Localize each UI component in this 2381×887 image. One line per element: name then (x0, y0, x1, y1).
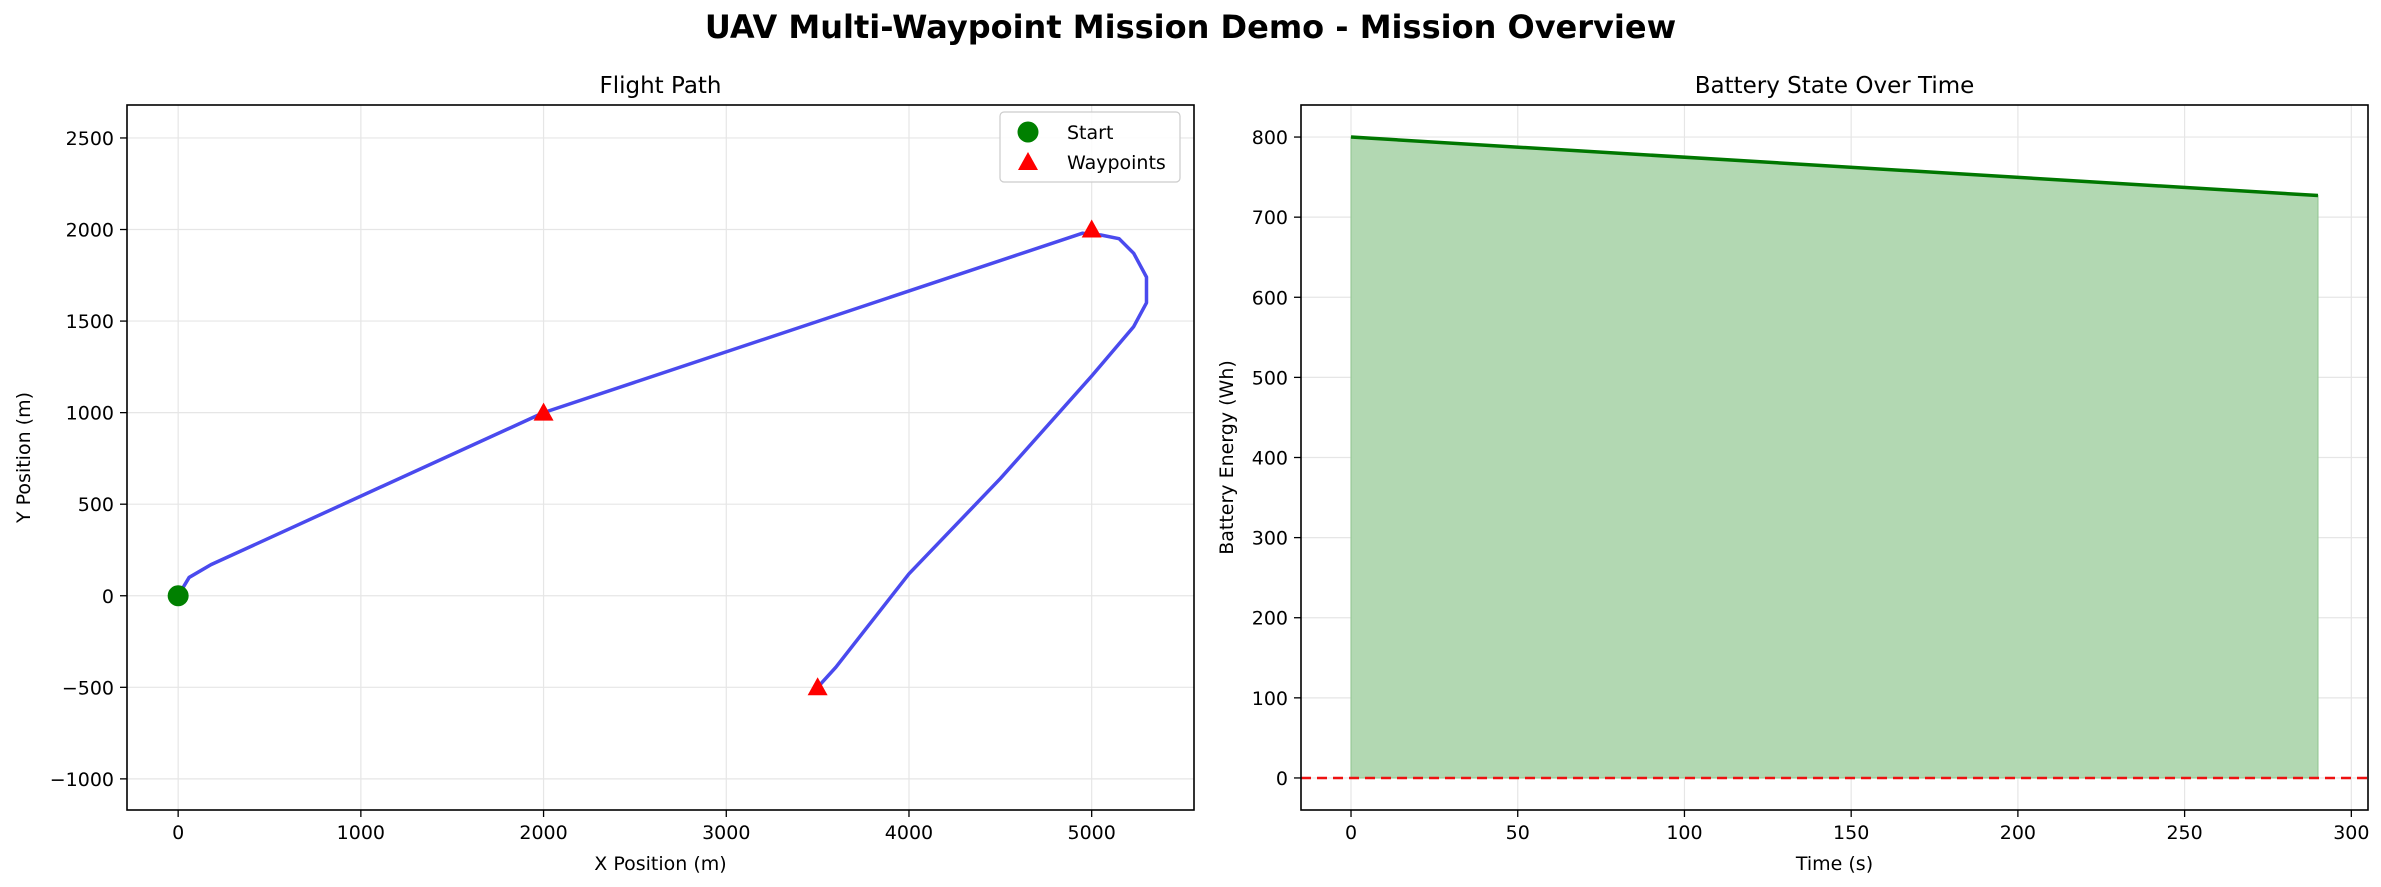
y-tick-label: 0 (1276, 768, 1288, 790)
y-tick-label: −1000 (50, 769, 114, 791)
axes-title: Flight Path (599, 73, 721, 99)
x-tick-label: 2000 (519, 822, 567, 844)
legend: Start Waypoints (999, 111, 1181, 183)
x-tick-label: 0 (1345, 822, 1357, 844)
battery-energy-line (1350, 135, 2319, 198)
y-tick-label: −500 (62, 677, 114, 699)
x-tick-label: 100 (1666, 822, 1702, 844)
x-tick-label: 250 (2166, 822, 2202, 844)
waypoint-marker (533, 402, 554, 421)
y-tick-label: 2500 (66, 128, 114, 150)
y-tick-label: 1000 (66, 403, 114, 425)
battery-axes: 0 50 100 150 200 250 300 0 100 200 300 400 500 600 700… (1216, 73, 2369, 875)
y-axis-label: Y Position (m) (13, 392, 35, 524)
x-tick-label: 4000 (885, 822, 933, 844)
y-tick-label: 600 (1252, 287, 1288, 309)
x-tick-label: 0 (172, 822, 184, 844)
y-tick-label: 800 (1252, 127, 1288, 149)
y-tick-label: 1500 (66, 311, 114, 333)
y-tick-label: 2000 (66, 220, 114, 242)
x-tick-label: 3000 (702, 822, 750, 844)
x-tick-label: 50 (1506, 822, 1530, 844)
flight-path-axes: 0 1000 2000 3000 4000 5000 −1000 −500 0 500 1000 15… (13, 73, 1195, 875)
y-tick-label: 400 (1252, 448, 1288, 470)
legend-start-marker (1017, 121, 1039, 143)
y-tick-label: 500 (78, 494, 114, 516)
waypoint-marker (1081, 219, 1102, 238)
y-tick-label: 0 (102, 586, 114, 608)
figure-title: UAV Multi-Waypoint Mission Demo - Missio… (704, 8, 1677, 46)
y-tick-label: 300 (1252, 528, 1288, 550)
x-tick-label: 1000 (337, 822, 385, 844)
x-axis-label: X Position (m) (594, 853, 726, 875)
y-tick-label: 700 (1252, 207, 1288, 229)
axes-frame (126, 104, 1195, 811)
legend-label: Start (1067, 122, 1113, 144)
y-tick-label: 500 (1252, 367, 1288, 389)
y-axis-label: Battery Energy (Wh) (1216, 360, 1238, 555)
x-tick-label: 5000 (1068, 822, 1116, 844)
axes-title: Battery State Over Time (1695, 73, 1975, 99)
x-tick-label: 200 (2000, 822, 2036, 844)
battery-area-fill (1350, 136, 2319, 779)
start-marker (167, 585, 189, 607)
y-tick-label: 100 (1252, 688, 1288, 710)
legend-label: Waypoints (1067, 152, 1166, 174)
x-axis-label: Time (s) (1795, 853, 1873, 875)
x-tick-label: 150 (1833, 822, 1869, 844)
legend-waypoint-marker (1018, 152, 1038, 170)
y-tick-label: 200 (1252, 608, 1288, 630)
x-tick-label: 300 (2333, 822, 2369, 844)
waypoint-marker (807, 677, 828, 696)
legend-box (999, 111, 1181, 183)
flight-path-line (176, 231, 1149, 689)
